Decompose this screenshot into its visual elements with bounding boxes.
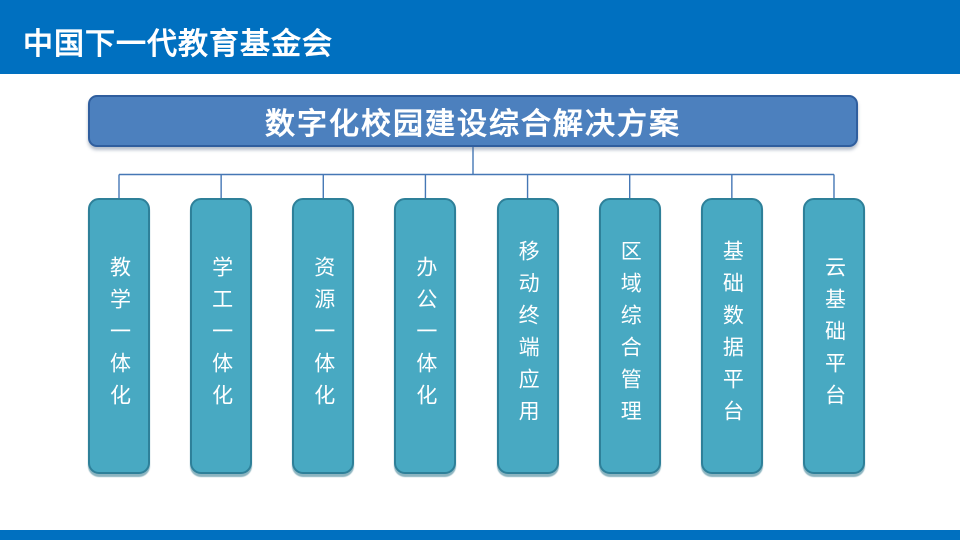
column-label: 教学一体化 bbox=[107, 256, 131, 416]
header-title: 中国下一代教育基金会 bbox=[23, 28, 333, 61]
root-node: 数字化校园建设综合解决方案 bbox=[88, 95, 858, 147]
column-node: 教学一体化 bbox=[88, 198, 150, 474]
footer-bar bbox=[0, 530, 960, 540]
column-label: 基础数据平台 bbox=[720, 240, 744, 432]
header-bar: 中国下一代教育基金会 bbox=[0, 0, 960, 74]
column-label: 学工一体化 bbox=[209, 256, 233, 416]
column-label: 移动终端应用 bbox=[516, 240, 540, 432]
column-label: 办公一体化 bbox=[413, 256, 437, 416]
column-node: 基础数据平台 bbox=[700, 198, 763, 474]
column-node: 移动终端应用 bbox=[496, 198, 559, 474]
column-node: 云基础平台 bbox=[802, 198, 865, 474]
column-label: 云基础平台 bbox=[822, 256, 846, 416]
root-node-label: 数字化校园建设综合解决方案 bbox=[265, 108, 681, 141]
column-label: 资源一体化 bbox=[311, 256, 335, 416]
column-node: 区域综合管理 bbox=[598, 198, 661, 474]
columns-row: 教学一体化 学工一体化 资源一体化 办公一体化 移动终端应用 区域综合管理 基础… bbox=[88, 198, 865, 474]
column-label: 区域综合管理 bbox=[618, 240, 642, 432]
column-node: 资源一体化 bbox=[292, 198, 355, 474]
column-node: 学工一体化 bbox=[190, 198, 253, 474]
column-node: 办公一体化 bbox=[394, 198, 457, 474]
